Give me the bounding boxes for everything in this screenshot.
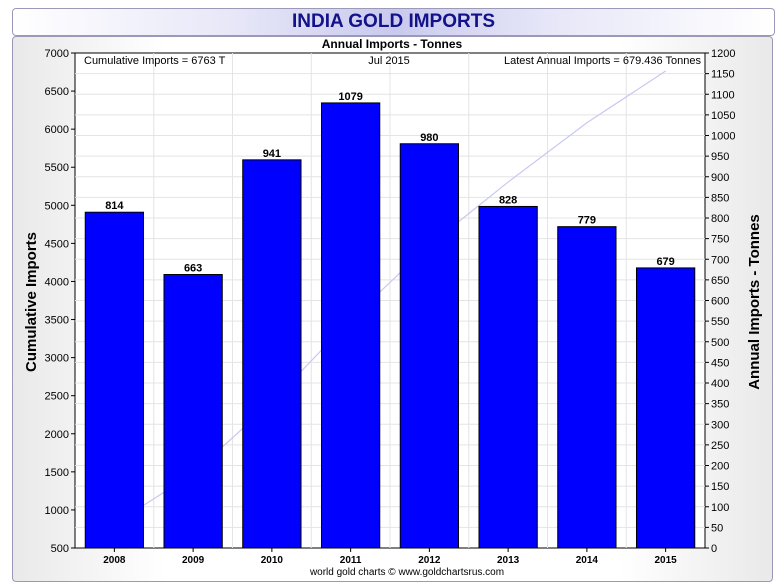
right-tick-label: 1200	[711, 48, 735, 60]
right-tick-label: 0	[711, 543, 717, 555]
right-tick-label: 250	[711, 440, 729, 452]
right-tick-label: 750	[711, 234, 729, 246]
right-tick-label: 100	[711, 502, 729, 514]
left-tick-label: 4500	[45, 238, 69, 250]
x-tick-label-2009: 2009	[182, 555, 205, 566]
x-tick-label-2011: 2011	[340, 555, 362, 566]
data-label-2009: 663	[184, 263, 202, 275]
bar-2012	[399, 143, 460, 549]
bar-2011	[320, 102, 381, 549]
left-tick-label: 1000	[45, 505, 69, 517]
x-tick-label-2010: 2010	[261, 555, 284, 566]
plot-area: 814 2008 663 2009 941 2010 1079 2011 980 2012 828 2…	[45, 48, 736, 566]
bar-2009	[163, 274, 223, 549]
left-tick-label: 6500	[45, 86, 69, 98]
left-tick-label: 2500	[45, 391, 69, 403]
left-tick-label: 4000	[45, 276, 69, 288]
left-tick-label: 1500	[45, 467, 69, 479]
bar-2010	[242, 159, 302, 549]
right-tick-label: 800	[711, 213, 729, 225]
right-tick-label: 500	[711, 337, 729, 349]
data-label-2008: 814	[105, 200, 124, 212]
right-tick-label: 950	[711, 151, 729, 163]
chart-title: INDIA GOLD IMPORTS	[12, 8, 775, 36]
right-tick-label: 300	[711, 419, 729, 431]
data-label-2014: 779	[578, 215, 596, 227]
right-tick-label: 700	[711, 254, 729, 266]
x-tick-label-2013: 2013	[497, 555, 520, 566]
right-tick-label: 350	[711, 399, 729, 411]
right-tick-label: 1100	[711, 89, 735, 101]
right-tick-label: 450	[711, 357, 729, 369]
right-tick-label: 650	[711, 275, 729, 287]
right-tick-label: 150	[711, 481, 729, 493]
bar-2015	[635, 267, 696, 549]
left-tick-label: 3000	[45, 353, 69, 365]
chart-footer: world gold charts © www.goldchartsrus.co…	[309, 567, 504, 578]
right-tick-label: 1150	[711, 69, 735, 81]
data-label-2011: 1079	[338, 91, 362, 103]
x-tick-label-2008: 2008	[103, 555, 126, 566]
annotation-latest: Latest Annual Imports = 679.436 Tonnes	[504, 55, 702, 67]
annotation-date: Jul 2015	[368, 55, 410, 67]
annotation-cumulative: Cumulative Imports = 6763 T	[84, 55, 226, 67]
bar-2013	[478, 205, 538, 549]
left-tick-label: 7000	[45, 48, 69, 60]
chart-subtitle: Annual Imports - Tonnes	[322, 37, 463, 51]
right-tick-label: 400	[711, 378, 729, 390]
right-axis-label: Annual Imports - Tonnes	[746, 214, 763, 390]
right-tick-label: 1000	[711, 131, 735, 143]
left-tick-label: 3500	[45, 315, 69, 327]
left-tick-label: 6000	[45, 124, 69, 136]
right-tick-label: 550	[711, 316, 729, 328]
right-tick-label: 1050	[711, 110, 735, 122]
right-tick-label: 200	[711, 461, 729, 473]
right-tick-label: 600	[711, 296, 729, 308]
bar-2014	[557, 226, 617, 549]
right-tick-label: 850	[711, 192, 729, 204]
data-label-2013: 828	[499, 194, 517, 206]
data-label-2015: 679	[656, 256, 674, 268]
right-tick-label: 900	[711, 172, 729, 184]
left-tick-label: 500	[51, 543, 69, 555]
left-tick-label: 5500	[45, 162, 69, 174]
x-tick-label-2014: 2014	[576, 555, 599, 566]
left-tick-label: 5000	[45, 200, 69, 212]
bar-2008	[84, 211, 145, 549]
left-axis-label: Cumulative Imports	[23, 232, 40, 372]
x-tick-label-2015: 2015	[655, 555, 678, 566]
data-label-2012: 980	[420, 132, 438, 144]
left-tick-label: 2000	[45, 429, 69, 441]
right-tick-label: 50	[711, 522, 723, 534]
data-label-2010: 941	[263, 148, 281, 160]
x-tick-label-2012: 2012	[418, 555, 441, 566]
